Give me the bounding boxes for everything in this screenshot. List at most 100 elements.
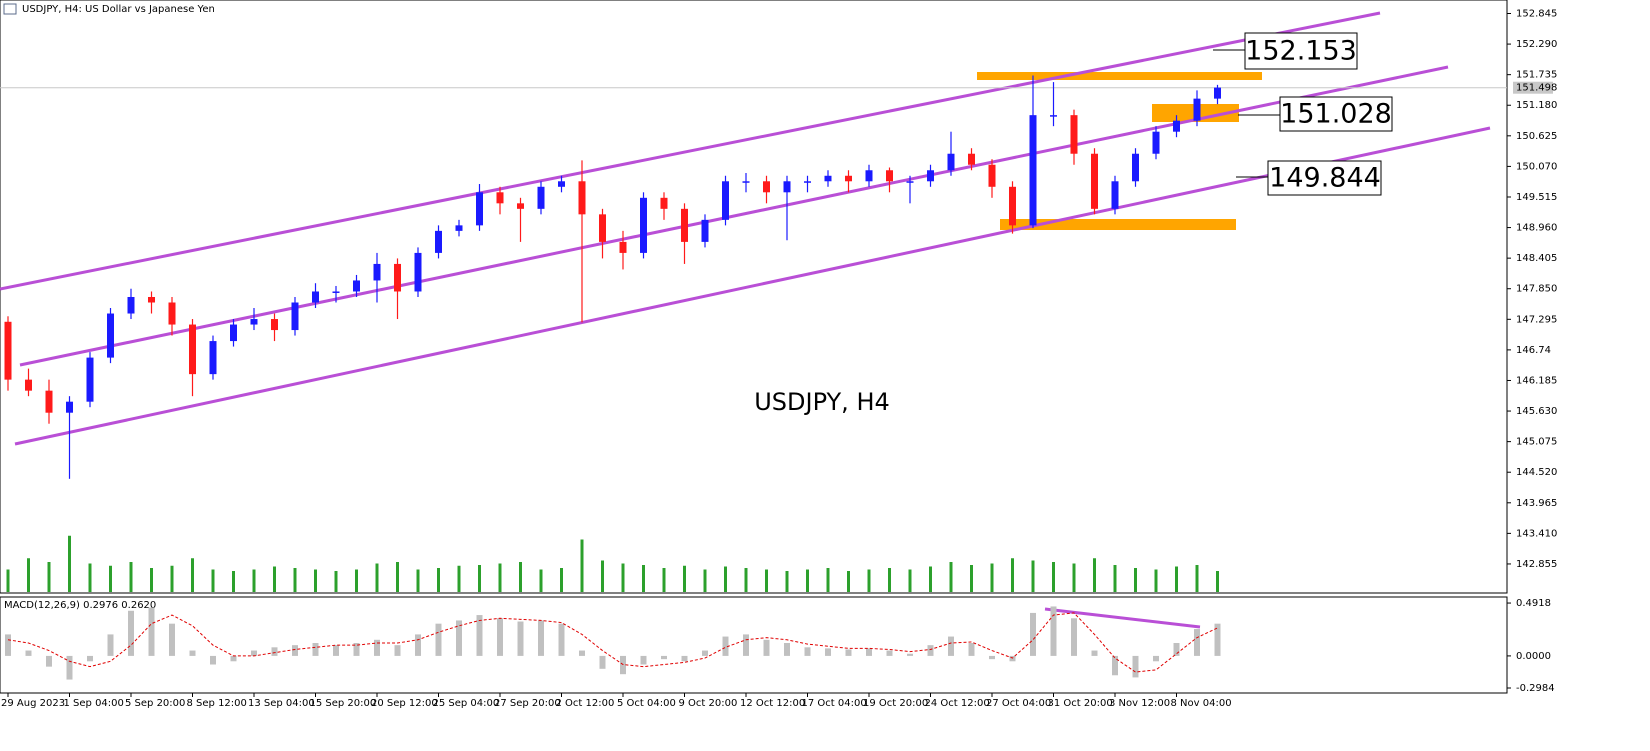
macd-bar xyxy=(169,623,175,656)
candle-body xyxy=(209,341,217,375)
volume-bar xyxy=(6,569,10,592)
x-tick-label: 5 Sep 20:00 xyxy=(125,698,185,709)
main-panel xyxy=(0,0,1508,594)
candle-body xyxy=(763,181,770,193)
macd-bar xyxy=(886,650,893,656)
candle-body xyxy=(742,181,750,183)
volume-bar xyxy=(601,560,604,592)
macd-bar xyxy=(415,634,421,656)
y-tick-label: 152.845 xyxy=(1516,8,1557,19)
candle-body xyxy=(1009,186,1016,226)
candle-body xyxy=(824,175,832,182)
y-tick-label: 142.855 xyxy=(1516,559,1557,570)
volume-bar xyxy=(621,563,625,592)
candle-body xyxy=(845,175,852,182)
x-tick-label: 17 Oct 04:00 xyxy=(802,698,867,709)
volume-bar xyxy=(129,562,133,592)
x-tick-label: 13 Sep 04:00 xyxy=(248,698,315,709)
x-tick-label: 20 Sep 12:00 xyxy=(371,698,438,709)
volume-bar xyxy=(908,569,912,592)
candle-body xyxy=(107,313,114,358)
macd-signal xyxy=(7,612,1218,673)
volume-bar xyxy=(1134,568,1137,592)
macd-bar xyxy=(763,639,770,656)
macd-bar xyxy=(1009,655,1016,662)
macd-bar xyxy=(1091,650,1098,656)
x-tick-label: 8 Sep 12:00 xyxy=(187,698,247,709)
candle-body xyxy=(537,186,545,209)
macd-bar xyxy=(497,618,503,656)
candle-body xyxy=(148,296,155,303)
macd-bar xyxy=(1194,629,1200,656)
volume-bar xyxy=(437,568,440,592)
macd-bar xyxy=(640,655,647,665)
candle-body xyxy=(1173,120,1180,132)
macd-bar xyxy=(948,636,954,656)
macd-bar xyxy=(312,643,319,656)
channel-upper xyxy=(0,11,1381,291)
candle-body xyxy=(353,280,360,292)
macd-bar xyxy=(517,621,524,656)
volume-bar xyxy=(232,571,235,592)
macd-bar xyxy=(292,645,298,656)
volume-bar xyxy=(539,569,543,592)
x-tick-label: 27 Oct 04:00 xyxy=(986,698,1051,709)
macd-bar xyxy=(394,645,401,656)
macd-bar xyxy=(210,655,216,665)
macd-title: MACD(12,26,9) 0.2976 0.2620 xyxy=(4,600,156,611)
x-tick-label: 3 Nov 12:00 xyxy=(1109,698,1170,709)
macd-bar xyxy=(927,645,934,656)
volume-bar xyxy=(498,563,502,592)
x-tick-label: 29 Aug 2023 xyxy=(1,698,65,709)
volume-bar xyxy=(396,562,399,592)
volume-bar xyxy=(785,571,789,592)
callout-label: 152.153 xyxy=(1245,36,1357,67)
macd-bar xyxy=(599,655,606,669)
candle-body xyxy=(435,230,442,253)
volume-bar xyxy=(806,569,809,592)
volume-bar xyxy=(683,565,686,592)
callout-box xyxy=(1244,32,1358,70)
macd-bar xyxy=(1071,618,1077,656)
y-tick-label: 146.185 xyxy=(1516,375,1557,386)
volume-bar xyxy=(191,558,194,592)
candle-body xyxy=(250,319,258,325)
candle-body xyxy=(1152,131,1160,154)
support-zone xyxy=(1000,219,1236,230)
x-tick-label: 15 Sep 20:00 xyxy=(310,698,377,709)
macd-bar xyxy=(1112,655,1118,676)
volume-bar xyxy=(478,565,481,592)
volume-layer xyxy=(6,535,1219,592)
volume-bar xyxy=(744,568,748,592)
macd-bar xyxy=(784,643,790,656)
candle-body xyxy=(558,181,565,187)
volume-bar xyxy=(150,568,153,592)
candle-body xyxy=(312,291,319,303)
volume-bar xyxy=(1195,565,1199,592)
volume-bar xyxy=(68,535,71,592)
candle-body xyxy=(476,192,483,226)
candle-body xyxy=(189,324,196,375)
candle-body xyxy=(947,153,955,171)
volume-bar xyxy=(867,569,871,592)
y-tick-label: 152.290 xyxy=(1516,39,1557,50)
macd-bar xyxy=(476,615,483,656)
macd-bar xyxy=(845,649,852,656)
volume-bar xyxy=(642,565,645,592)
channel-lower xyxy=(14,126,1491,446)
candle-body xyxy=(414,252,422,292)
y-tick-label: 149.515 xyxy=(1516,192,1557,203)
channel-middle xyxy=(19,65,1449,367)
volume-bar xyxy=(1093,558,1096,592)
x-tick-label: 31 Oct 20:00 xyxy=(1048,698,1113,709)
y-tick-label: 151.735 xyxy=(1516,70,1557,81)
y-tick-label: 150.070 xyxy=(1516,161,1557,172)
macd-bar xyxy=(743,634,749,656)
y-tick-label: 145.075 xyxy=(1516,437,1557,448)
macd-bar xyxy=(128,610,134,656)
volume-bar xyxy=(724,566,727,592)
volume-bar xyxy=(519,562,522,592)
macd-bar xyxy=(435,623,442,656)
macd-bar xyxy=(271,647,278,656)
